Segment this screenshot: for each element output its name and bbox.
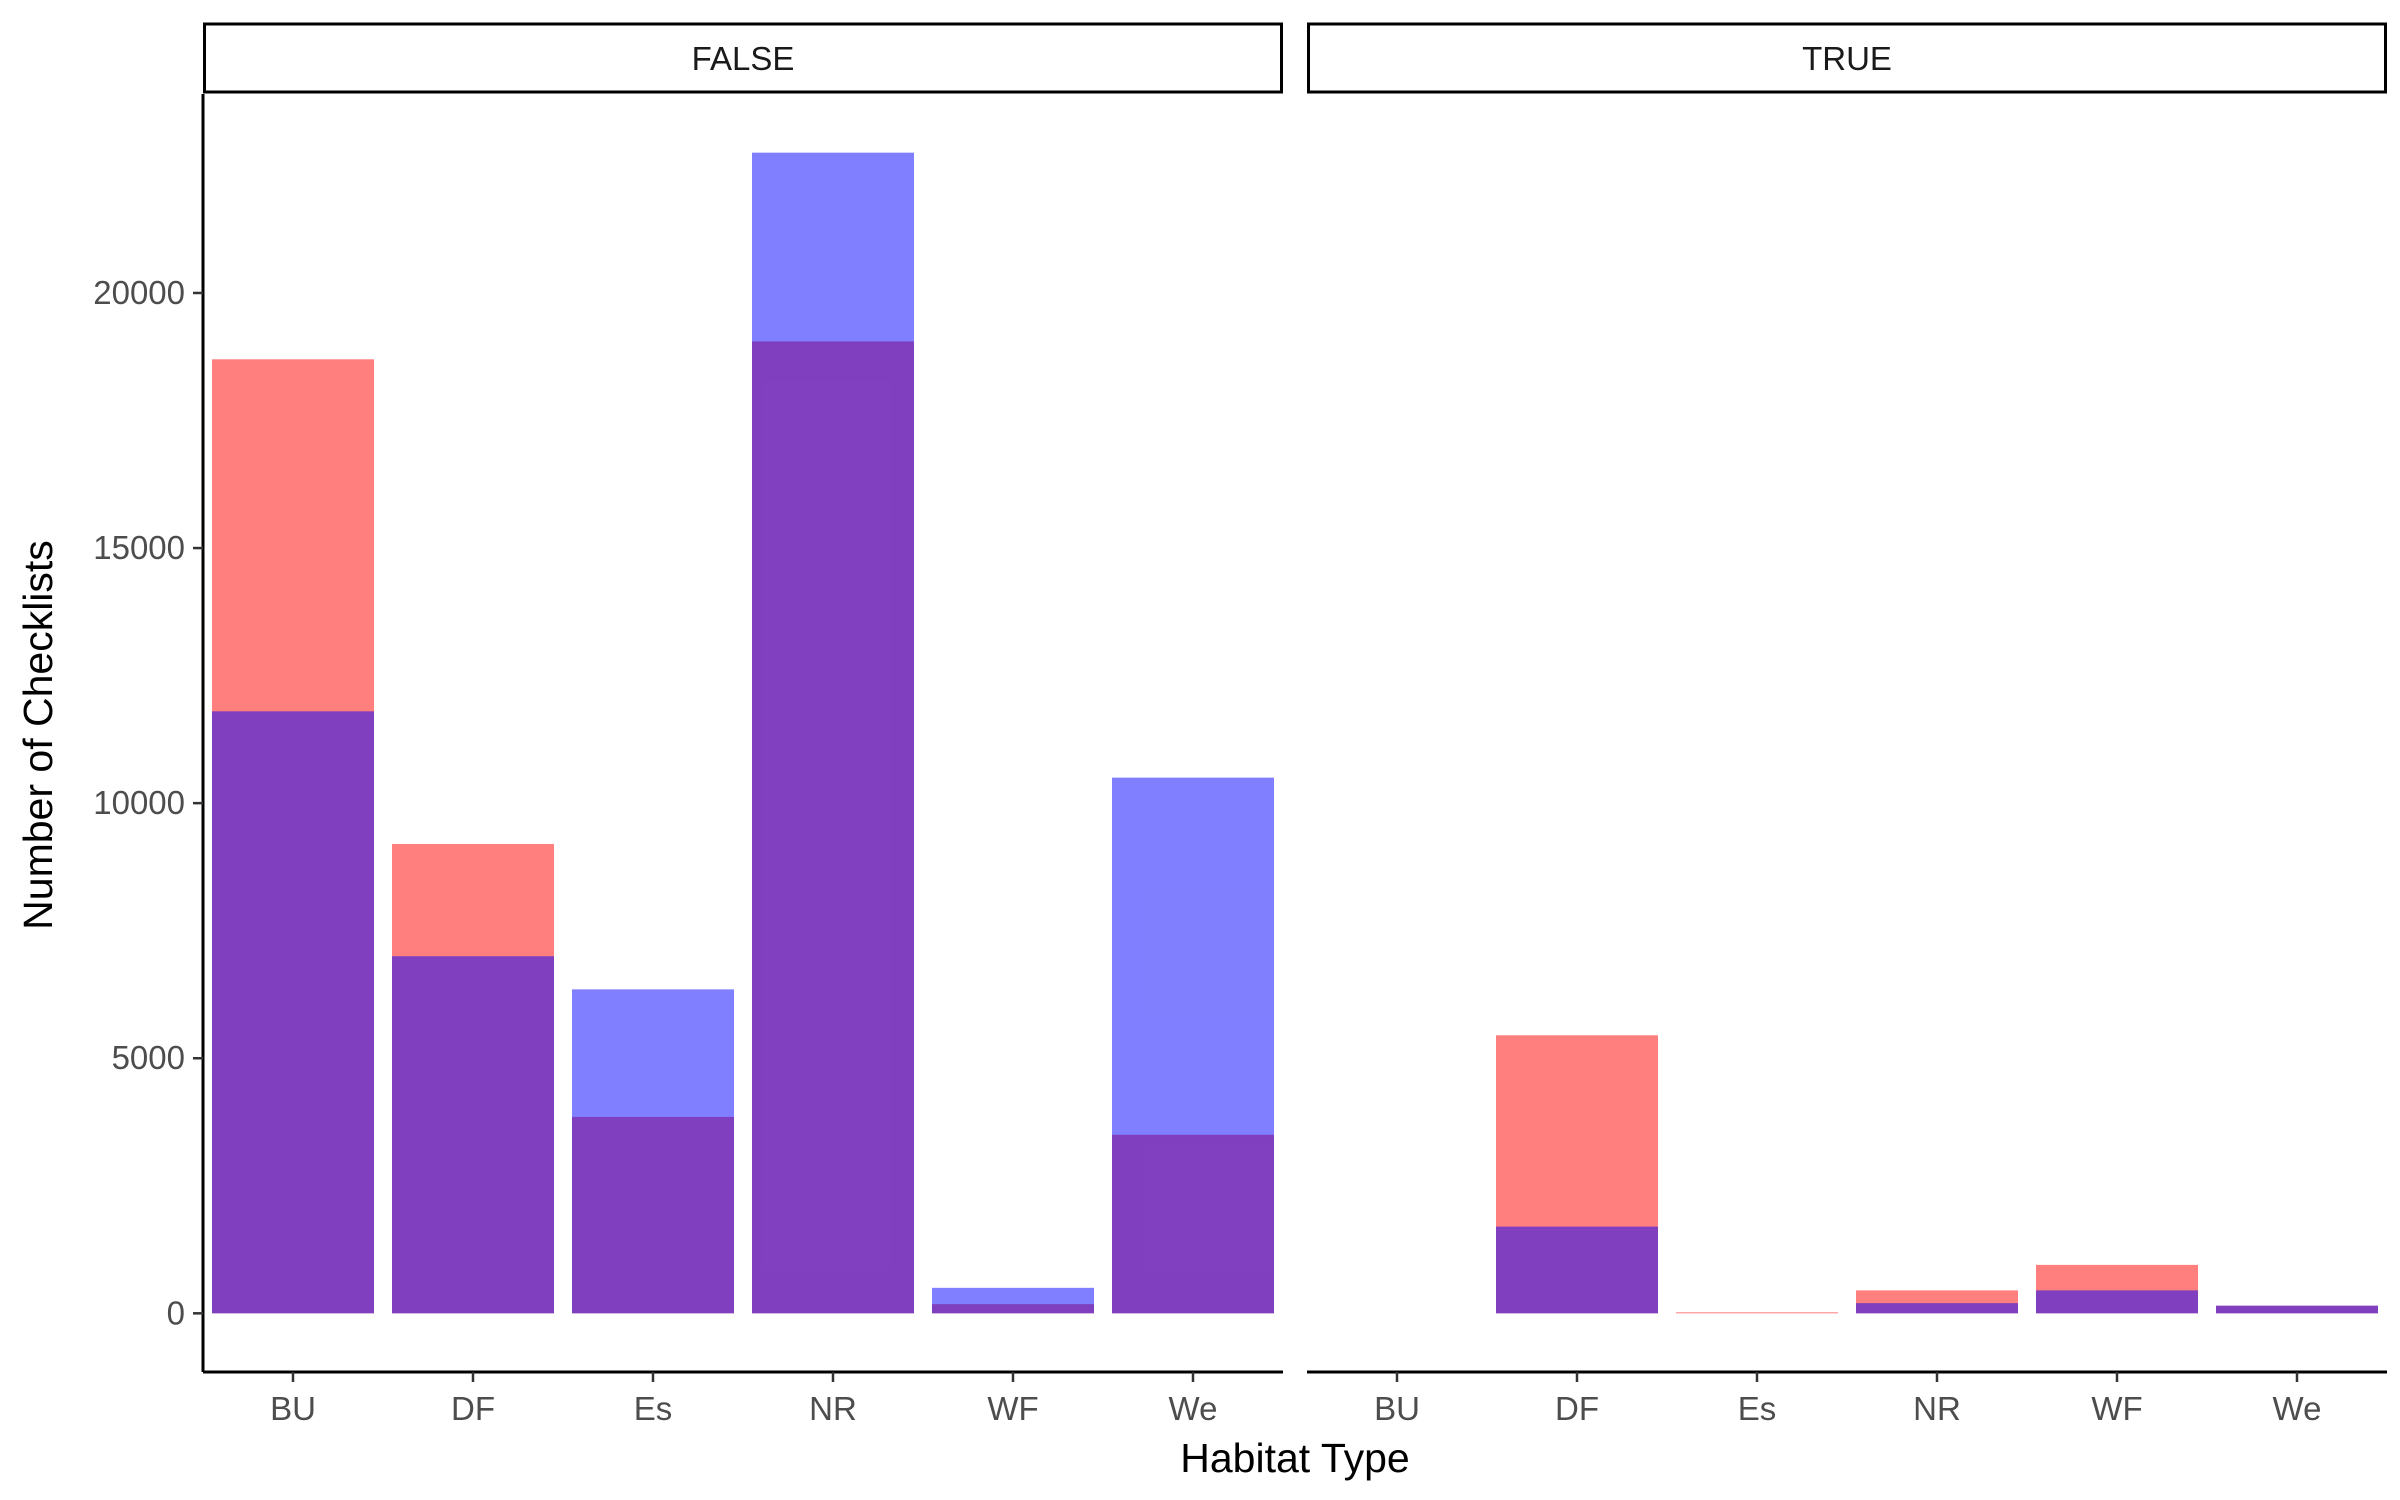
facet-strips: FALSE TRUE <box>203 22 2387 94</box>
x-tick-label: NR <box>1913 1390 1961 1427</box>
x-tick-label: We <box>1169 1390 1218 1427</box>
bar-false-df-s2 <box>392 956 554 1314</box>
axes <box>193 94 2387 1382</box>
bars <box>212 152 2378 1314</box>
y-tick-label: 0 <box>167 1294 185 1331</box>
y-tick-label: 20000 <box>93 274 185 311</box>
x-tick-label: NR <box>809 1390 857 1427</box>
y-tick-label: 5000 <box>112 1039 185 1076</box>
bar-true-es-s1 <box>1676 1312 1838 1314</box>
x-tick-label: WF <box>987 1390 1038 1427</box>
y-tick-label: 10000 <box>93 784 185 821</box>
bar-true-nr-s2 <box>1856 1303 2018 1314</box>
y-tick-label: 15000 <box>93 529 185 566</box>
bar-false-nr-s2 <box>752 152 914 1314</box>
facet-strip <box>1307 22 2387 94</box>
bar-false-bu-s2 <box>212 711 374 1314</box>
bar-true-we-s2 <box>2216 1305 2378 1314</box>
x-tick-label: WF <box>2091 1390 2142 1427</box>
tick-labels: 0 5000 10000 15000 20000 BU DF Es NR WF We BU DF Es NR… <box>93 274 2321 1427</box>
bar-false-we-s2 <box>1112 777 1274 1314</box>
x-tick-label: BU <box>270 1390 316 1427</box>
facet-strip <box>203 22 1283 94</box>
bar-true-wf-s2 <box>2036 1290 2198 1314</box>
bar-false-wf-s2 <box>932 1287 1094 1314</box>
x-tick-label: BU <box>1374 1390 1420 1427</box>
x-tick-label: Es <box>634 1390 673 1427</box>
x-axis-title: Habitat Type <box>1180 1435 1409 1481</box>
bar-true-df-s2 <box>1496 1226 1658 1314</box>
x-tick-label: DF <box>451 1390 495 1427</box>
x-tick-label: We <box>2273 1390 2322 1427</box>
y-axis-title: Number of Checklists <box>15 540 61 930</box>
facet-strip-label: TRUE <box>1802 40 1892 77</box>
x-tick-label: Es <box>1738 1390 1777 1427</box>
bar-false-es-s2 <box>572 989 734 1314</box>
x-tick-label: DF <box>1555 1390 1599 1427</box>
facet-strip-label: FALSE <box>692 40 795 77</box>
